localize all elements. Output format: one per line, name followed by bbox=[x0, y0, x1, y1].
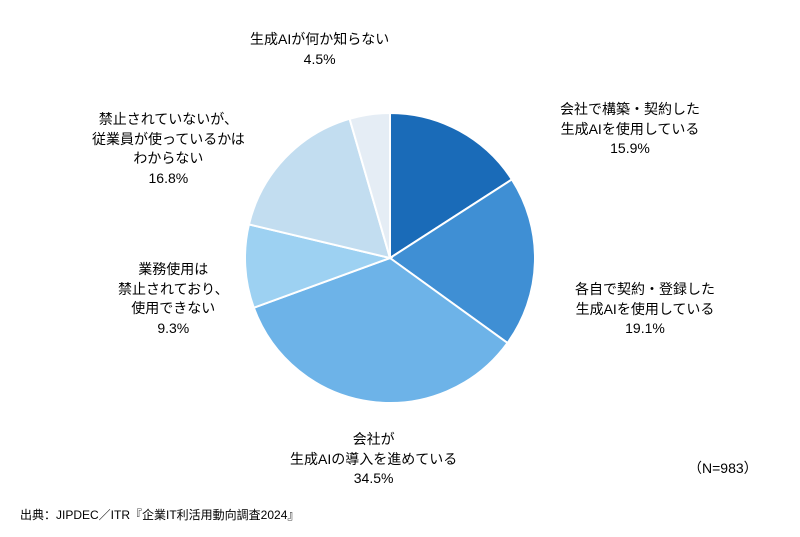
slice-label-4: 禁止されていないが、 従業員が使っているかは わからない 16.8% bbox=[92, 110, 245, 188]
slice-label-5: 生成AIが何か知らない 4.5% bbox=[250, 30, 389, 69]
slice-label-1: 各自で契約・登録した 生成AIを使用している 19.1% bbox=[575, 280, 715, 339]
slice-label-3: 業務使用は 禁止されており、 使用できない 9.3% bbox=[118, 260, 229, 338]
slice-label-2: 会社が 生成AIの導入を進めている 34.5% bbox=[290, 430, 457, 489]
sample-size: （N=983） bbox=[688, 458, 758, 478]
slice-label-0: 会社で構築・契約した 生成AIを使用している 15.9% bbox=[560, 100, 700, 159]
source-attribution: 出典：JIPDEC／ITR『企業IT利活用動向調査2024』 bbox=[20, 506, 299, 523]
